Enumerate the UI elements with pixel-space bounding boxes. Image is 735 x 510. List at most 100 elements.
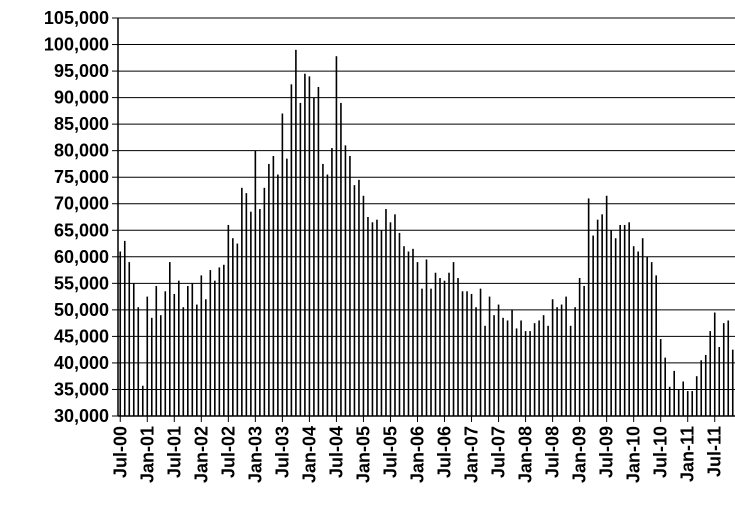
x-tick-label: Jul-06 [435,426,455,478]
bar [452,262,455,416]
bar [137,307,140,416]
bar [290,84,293,416]
bar [650,262,653,416]
bar [394,214,396,416]
bar [574,307,576,416]
bar [727,320,730,416]
bar [358,179,360,416]
bar [389,222,392,416]
bar [331,148,333,416]
bar [538,320,540,416]
y-tick-label: 40,000 [54,353,109,373]
bar [128,262,131,416]
bar [704,354,707,416]
bar [488,296,491,416]
bar [695,376,698,416]
bar [150,317,153,416]
bar [587,198,590,416]
bar [241,187,243,416]
x-tick-label: Jul-11 [705,426,725,477]
bar [709,331,712,416]
y-tick-label: 60,000 [54,247,109,267]
bar [556,307,558,416]
bar [664,357,666,416]
y-tick-label: 45,000 [54,326,109,346]
bar [502,317,504,416]
x-tick-label: Jul-05 [380,426,400,478]
bar [191,283,194,416]
bar [353,185,356,416]
x-tick-label: Jul-04 [326,426,346,478]
x-tick-label: Jan-04 [299,426,319,483]
y-tick-label: 105,000 [44,8,109,28]
bar [551,299,554,416]
bar [547,325,549,416]
x-tick-label: Jul-08 [543,426,563,478]
bar [596,219,599,416]
bar [385,209,387,416]
bar [461,291,464,416]
x-tick-label: Jan-11 [678,426,698,482]
x-tick-label: Jan-08 [516,426,536,483]
bar [565,296,567,416]
bar [479,288,482,416]
y-tick-label: 30,000 [54,406,109,426]
bar [263,187,266,416]
bar [682,381,685,416]
bar [659,339,662,416]
bar [416,262,419,416]
bar [641,238,644,416]
x-tick-label: Jan-06 [407,426,427,483]
bar [497,304,500,416]
bar [632,246,635,416]
bar [601,214,603,416]
bar [700,360,703,416]
bar [322,163,324,416]
bar [313,97,315,416]
bar [272,155,275,416]
bar [520,320,522,416]
bar [340,102,342,416]
bar [475,307,477,416]
bar [141,385,144,416]
bar [254,150,257,416]
bar [196,304,198,416]
bar [673,370,676,416]
bar [250,211,252,416]
bar [425,259,428,416]
bar [569,325,572,416]
y-tick-label: 35,000 [54,379,109,399]
x-tick-label: Jan-09 [570,426,590,483]
bar [218,267,221,416]
bar [529,331,531,416]
bar [227,224,230,416]
x-tick-label: Jan-07 [462,426,482,483]
bar [443,280,446,416]
bar [286,158,288,417]
x-tick-label: Jan-10 [624,426,644,483]
x-tick-label: Jul-02 [218,426,238,478]
bar [304,73,306,416]
y-axis: 30,000 35,000 40,000 45,000 50,000 55,000 60,0… [44,8,119,426]
bar [349,155,351,416]
bar [317,86,320,416]
bar [646,256,648,416]
bar [592,235,594,416]
bar [511,309,513,416]
bar [367,217,369,416]
bar [205,299,207,416]
y-tick-label: 50,000 [54,300,109,320]
bar [209,270,212,416]
bar [533,323,536,416]
bar [182,307,185,416]
bar [560,304,563,416]
bar [236,243,239,416]
x-tick-label: Jul-07 [489,426,509,478]
bar [245,193,248,416]
bar [628,222,630,416]
bar [407,251,410,416]
bar [398,232,401,416]
bar [466,291,468,416]
bar [362,195,365,416]
